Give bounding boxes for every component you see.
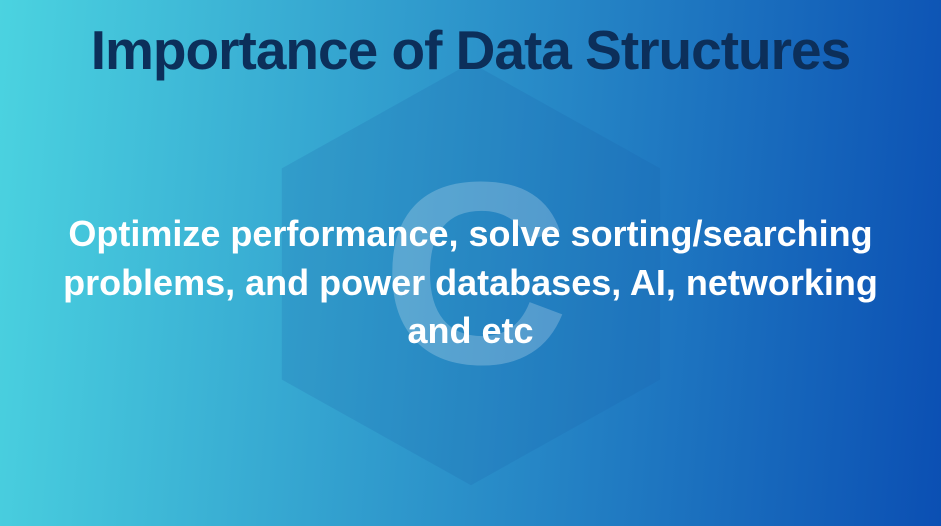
slide: C Importance of Data Structures Optimize… [0,0,941,526]
slide-body-text: Optimize performance, solve sorting/sear… [60,210,881,356]
slide-title: Importance of Data Structures [0,18,941,82]
